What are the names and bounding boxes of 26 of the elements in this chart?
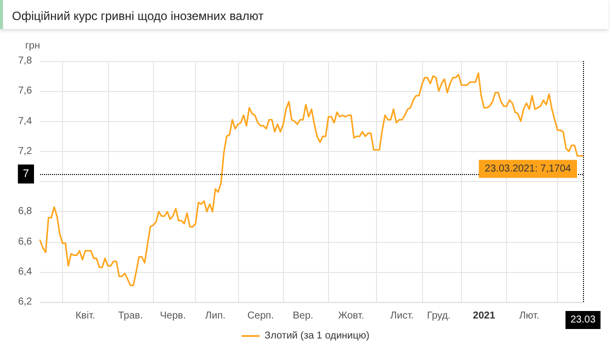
- x-tick-label: 2021: [472, 310, 496, 322]
- x-tick-label: Лип.: [205, 310, 226, 322]
- x-tick-label: Груд.: [426, 310, 451, 322]
- x-tick-label: Вер.: [292, 310, 314, 322]
- x-tick-label: 23.03: [570, 314, 596, 326]
- y-tick-label: 7,2: [18, 146, 32, 157]
- chart-title: Офіційний курс гривні щодо іноземних валют: [12, 9, 264, 23]
- annotation: 23.03.2021: 7,1704: [484, 163, 572, 174]
- y-tick-label: 7,8: [18, 56, 32, 66]
- x-tick-label: Лист.: [390, 310, 414, 322]
- x-tick-label: Черв.: [160, 310, 186, 322]
- x-tick-label: Трав.: [118, 310, 143, 322]
- y-tick-label: 6,8: [18, 206, 32, 218]
- y-tick-label: 6,6: [18, 236, 32, 248]
- y-tick-label: 7,6: [18, 86, 32, 97]
- y-tick-label: 6,4: [18, 266, 32, 278]
- x-tick-label: Серп.: [247, 310, 274, 322]
- x-tick-label: Жовт.: [338, 310, 364, 322]
- x-tick-label: Квіт.: [75, 310, 96, 322]
- y-axis-title: грн: [25, 40, 40, 52]
- x-tick-label: Лют.: [519, 310, 540, 322]
- legend-label: Злотий (за 1 одиницю): [264, 330, 370, 342]
- line-series: [39, 72, 584, 286]
- y-tick-label: 7,4: [18, 116, 32, 127]
- ref-line-label: 7: [22, 168, 29, 180]
- y-tick-label: 6,2: [18, 296, 32, 308]
